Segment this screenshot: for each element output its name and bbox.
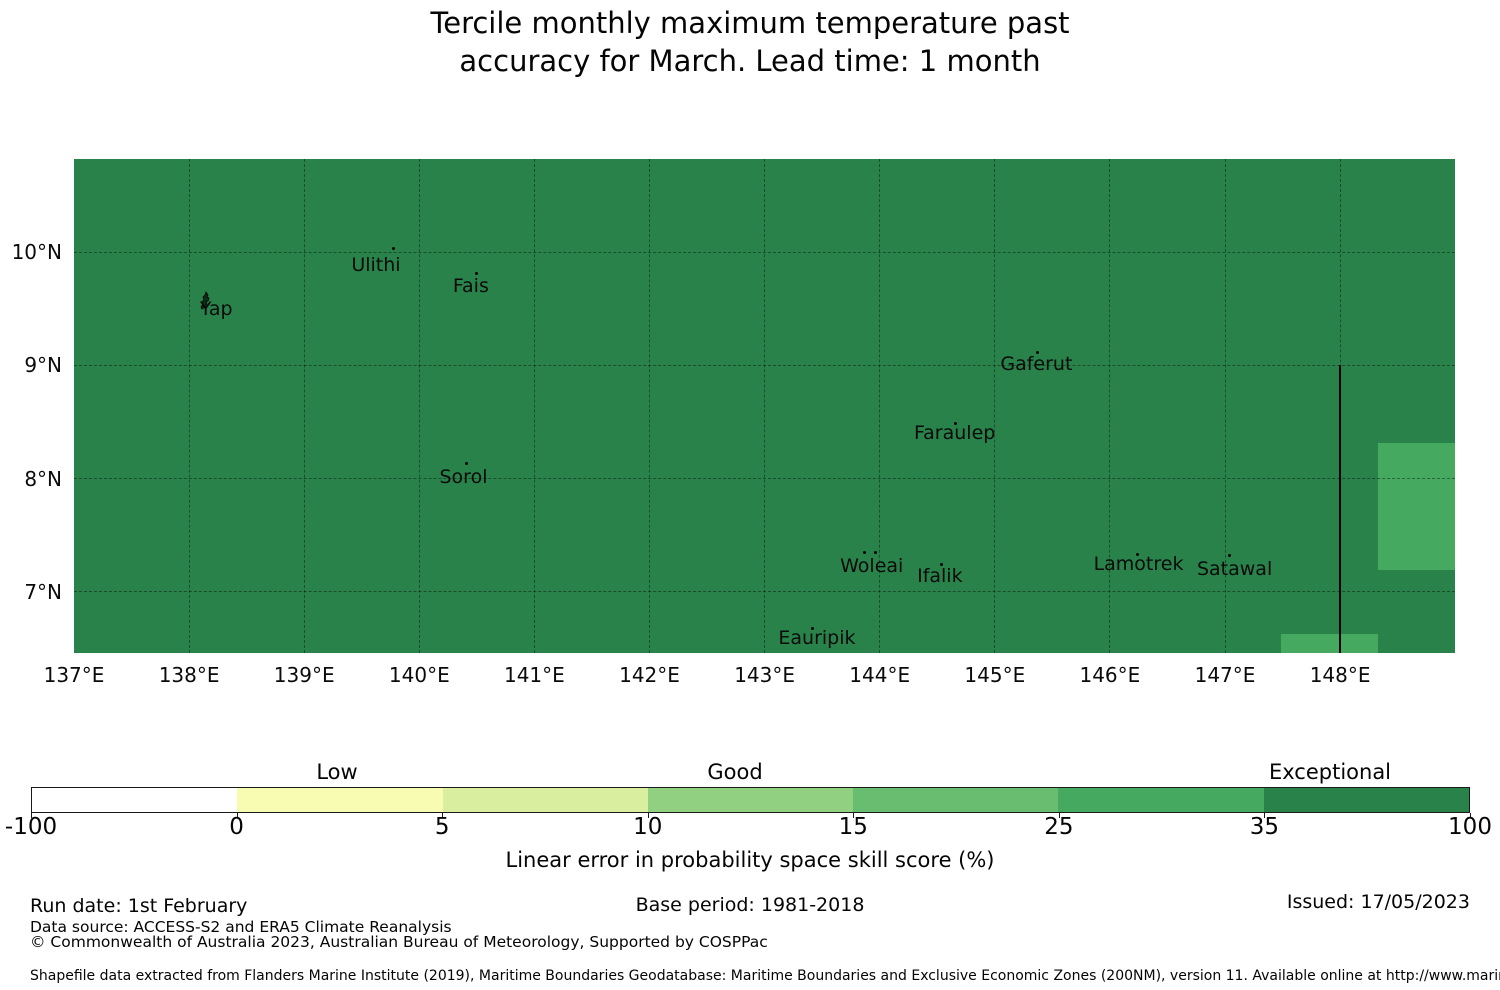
copyright-text: © Commonwealth of Australia 2023, Austra… [30,933,768,951]
y-tick-label: 7°N [24,579,62,604]
island-label: Ulithi [351,253,401,276]
x-tick-label: 138°E [158,663,220,687]
colorbar-tick-label: 100 [1448,814,1492,840]
title-line-2: accuracy for March. Lead time: 1 month [459,44,1041,78]
island-dot [464,462,468,466]
y-tick-label: 9°N [24,353,62,378]
colorbar-tick-mark [1058,813,1060,818]
island-dot [1035,351,1039,355]
colorbar-tick-label: 0 [229,814,244,840]
x-tick-label: 145°E [964,663,1026,687]
island-dot [940,563,944,567]
x-tick-label: 141°E [503,663,565,687]
colorbar-segment [853,788,1059,812]
colorbar-zone-label: Good [707,760,763,784]
colorbar-zone-label: Exceptional [1268,760,1392,784]
colorbar-tick-label: 25 [1044,814,1074,840]
gridline-meridian [649,159,650,653]
x-tick-label: 137°E [43,663,105,687]
figure-title: Tercile monthly maximum temperature past… [0,4,1500,80]
colorbar-tick-mark [1470,813,1471,818]
colorbar-tick-mark [1264,813,1266,818]
yap-island-shape [197,290,213,310]
colorbar-tick-mark [31,813,32,818]
colorbar-tick-label: -100 [4,814,58,840]
gridline-meridian [533,159,535,653]
gridline-meridian [994,159,996,653]
colorbar-tick-label: 5 [434,814,450,840]
gridline-parallel [74,591,1455,593]
colorbar-tick-mark [442,813,444,818]
colorbar-tick-mark [853,813,855,818]
colorbar-segment [237,788,443,812]
gridline-meridian [1109,159,1111,653]
colorbar-segment [32,788,238,812]
island-dot [1228,554,1232,558]
colorbar-tick-label: 35 [1249,814,1280,840]
y-tick-label: 8°N [24,466,62,491]
x-tick-label: 143°E [734,663,795,687]
island-dot [954,421,958,425]
y-tick-label: 10°N [11,240,62,265]
colorbar-tick-mark [647,813,649,818]
run-date-text: Run date: 1st February [30,895,248,917]
issued-date-text: Issued: 17/05/2023 [1286,891,1470,913]
island-label: Gaferut [1000,352,1073,375]
x-tick-label: 142°E [619,663,680,687]
colorbar-tick-label: 15 [838,814,868,840]
gridline-parallel [74,478,1455,480]
x-tick-label: 144°E [849,663,911,687]
colorbar-tick-mark [236,813,238,818]
x-tick-label: 148°E [1309,663,1371,687]
eez-boundary-line [1339,365,1342,653]
colorbar [31,787,1470,813]
island-dot [863,550,867,554]
island-dot [1136,553,1140,557]
title-line-1: Tercile monthly maximum temperature past [430,6,1070,40]
island-label: Fais [452,274,489,297]
x-tick-label: 139°E [273,663,335,687]
gridline-meridian [418,159,420,653]
score-cell [1378,443,1455,571]
colorbar-segment [1058,788,1264,812]
gridline-meridian [303,159,305,653]
island-label: Woleai [840,555,904,578]
data-source-text: Data source: ACCESS-S2 and ERA5 Climate … [30,918,452,936]
colorbar-segment [647,788,854,812]
island-label: Eauripik [778,627,856,650]
colorbar-segment [1263,788,1469,812]
score-cell [1281,633,1379,653]
island-label: Lamotrek [1093,552,1184,575]
shapefile-attribution-text: Shapefile data extracted from Flanders M… [30,968,1500,984]
colorbar-segment [442,788,648,812]
gridline-meridian [1224,159,1226,653]
gridline-parallel [74,364,1455,366]
x-tick-label: 146°E [1079,663,1141,687]
island-label: Satawal [1196,557,1273,580]
island-label: Faraulep [913,422,996,445]
gridline-meridian [188,159,190,653]
colorbar-title: Linear error in probability space skill … [505,848,995,872]
island-dot [475,272,479,276]
island-dot [873,550,877,554]
island-label: Yap [199,297,233,320]
base-period-text: Base period: 1981-2018 [635,894,865,916]
island-label: Ifalik [917,564,963,587]
island-dot [392,247,396,251]
gridline-meridian [879,159,881,653]
x-tick-label: 140°E [388,663,450,687]
x-tick-label: 147°E [1194,663,1256,687]
island-label: Sorol [439,465,488,488]
colorbar-tick-label: 10 [633,814,663,840]
island-dot [811,626,815,630]
colorbar-zone-label: Low [316,760,358,784]
map-canvas: Yap Ulithi Fais Sorol Gaferut Faraulep Woleai I… [74,159,1455,653]
gridline-parallel [74,251,1455,253]
gridline-meridian [764,159,766,653]
